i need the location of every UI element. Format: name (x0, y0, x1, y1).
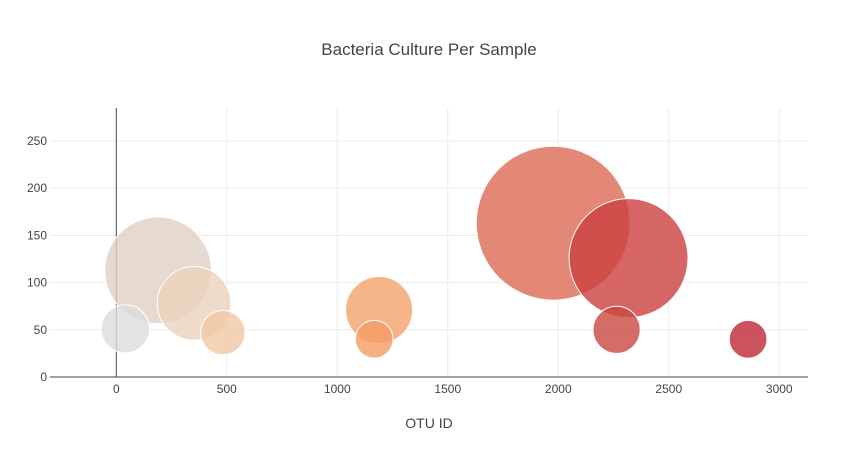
x-tick-label: 2000 (545, 382, 572, 396)
tick-labels: 0 500 1000 1500 2000 2500 3000 0 50 100 150 200 250 (27, 134, 793, 396)
bubble-point[interactable] (100, 304, 150, 354)
y-tick-label: 150 (27, 228, 47, 242)
bubble-point[interactable] (200, 309, 246, 356)
x-tick-label: 500 (217, 382, 237, 396)
y-tick-label: 250 (27, 134, 47, 148)
x-tick-label: 0 (113, 382, 120, 396)
bubbles (100, 145, 768, 359)
bubble-point[interactable] (354, 319, 394, 359)
x-tick-label: 1000 (324, 382, 351, 396)
bubble-point[interactable] (728, 319, 768, 359)
x-axis-label: OTU ID (405, 415, 453, 431)
bubble-point[interactable] (592, 305, 641, 354)
y-tick-label: 50 (34, 323, 48, 337)
bubble-point[interactable] (568, 198, 689, 319)
chart-title: Bacteria Culture Per Sample (321, 40, 537, 59)
y-tick-label: 200 (27, 181, 47, 195)
x-tick-label: 1500 (434, 382, 461, 396)
y-tick-label: 0 (40, 370, 47, 384)
y-tick-label: 100 (27, 276, 47, 290)
x-tick-label: 3000 (766, 382, 793, 396)
x-tick-label: 2500 (655, 382, 682, 396)
